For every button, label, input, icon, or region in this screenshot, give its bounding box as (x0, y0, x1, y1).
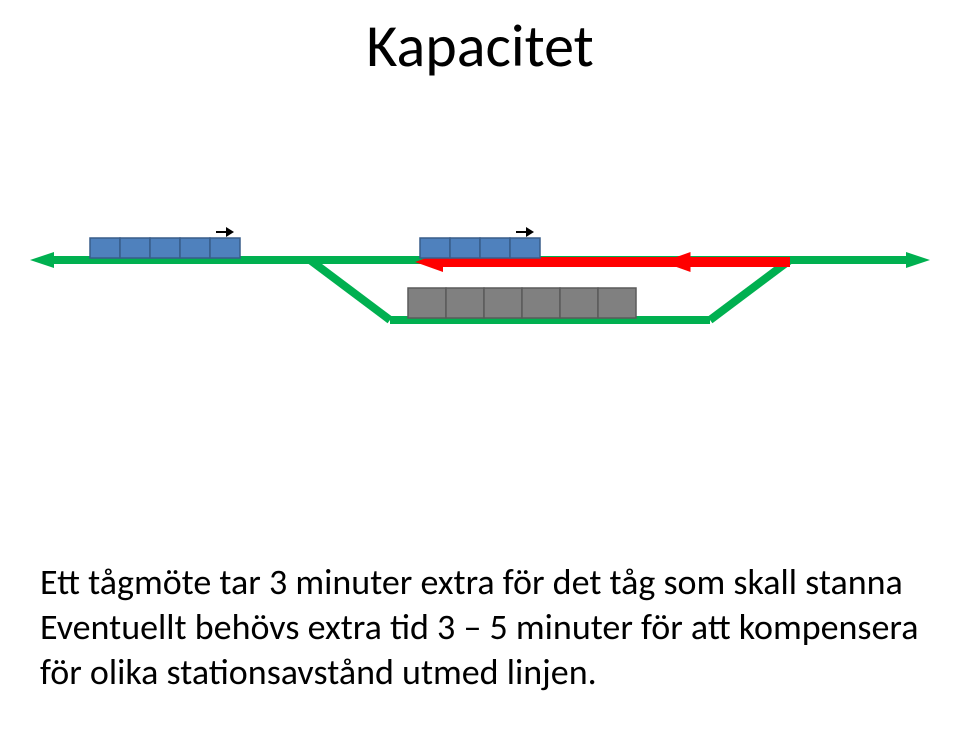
blue-train-2-car (510, 238, 540, 258)
blue-train-2-car (450, 238, 480, 258)
main-track-arrow-left (30, 252, 54, 268)
main-track-arrow-right (906, 252, 930, 268)
red-arrow-head-mid (663, 252, 691, 272)
gray-train-car (560, 288, 598, 318)
slide: Kapacitet Ett tågmöte tar 3 minuter extr… (0, 0, 960, 751)
body-line-2: Eventuellt behövs extra tid 3 – 5 minute… (40, 605, 920, 695)
blue-train-1-car (150, 238, 180, 258)
gray-train-car (446, 288, 484, 318)
blue-train-1-car (210, 238, 240, 258)
blue-train-1-dir-arrow-head (226, 227, 234, 237)
gray-train-car (408, 288, 446, 318)
body-line-1: Ett tågmöte tar 3 minuter extra för det … (40, 560, 920, 605)
body-text: Ett tågmöte tar 3 minuter extra för det … (40, 560, 920, 695)
blue-train-2-car (480, 238, 510, 258)
blue-train-1-car (120, 238, 150, 258)
gray-train-car (522, 288, 560, 318)
gray-train-car (598, 288, 636, 318)
blue-train-2-dir-arrow-head (526, 227, 534, 237)
page-title: Kapacitet (0, 10, 960, 83)
switch-right (710, 260, 790, 320)
blue-train-1-car (90, 238, 120, 258)
track-diagram (0, 190, 960, 390)
blue-train-1-car (180, 238, 210, 258)
blue-train-2-car (420, 238, 450, 258)
gray-train-car (484, 288, 522, 318)
switch-left (310, 260, 390, 320)
